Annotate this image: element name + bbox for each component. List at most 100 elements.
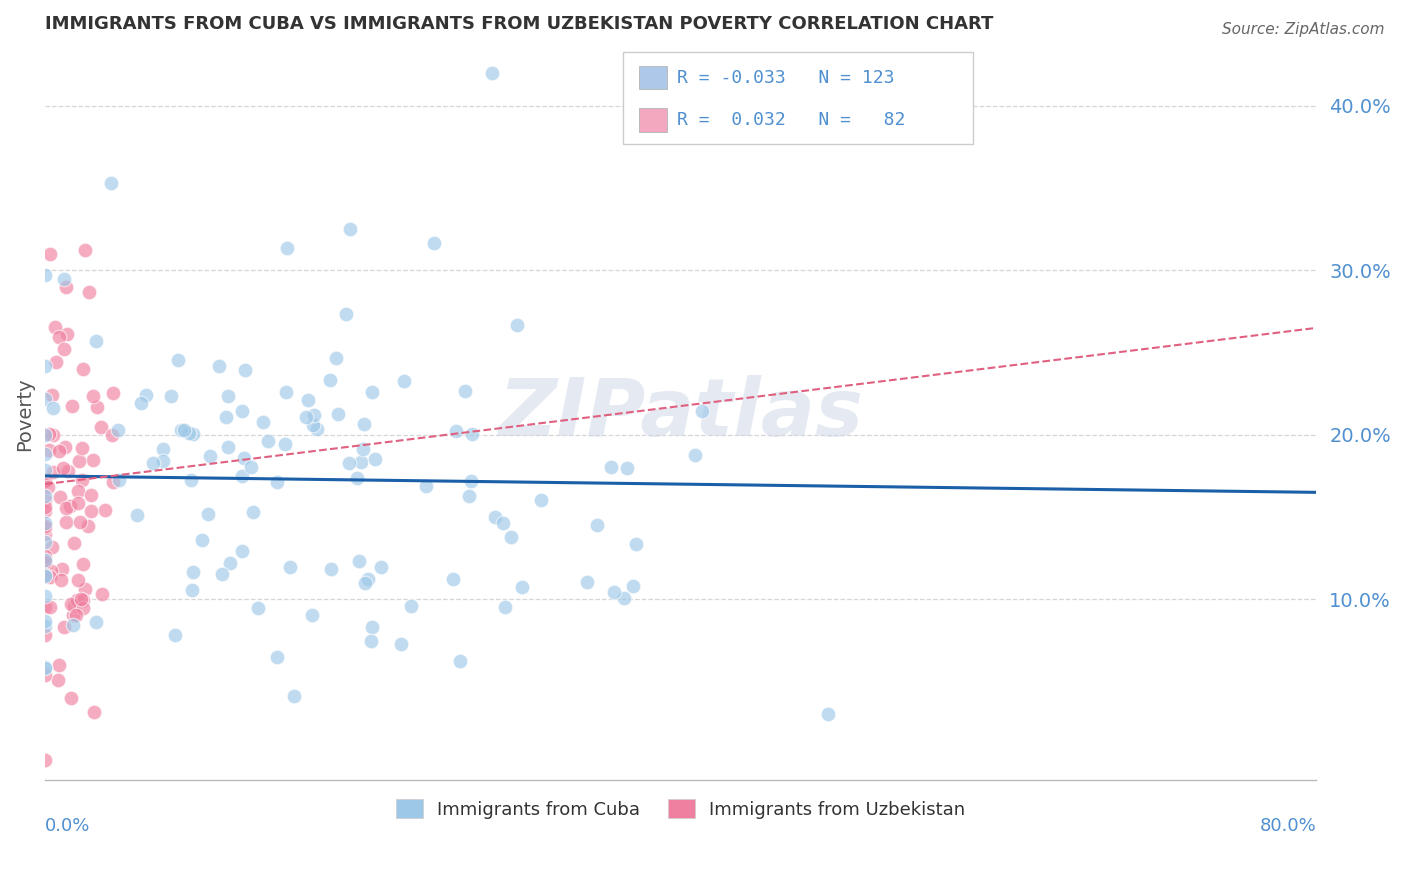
Point (252, 415, 274, 429)
Point (181, 565, 204, 579)
Point (34, 463, 56, 477)
Point (208, 359, 231, 373)
Point (307, 422, 329, 436)
FancyBboxPatch shape (623, 52, 973, 144)
Point (197, 507, 219, 521)
Point (34, 475, 56, 489)
Point (73, 243, 96, 257)
Point (34, 516, 56, 531)
Point (319, 373, 342, 387)
Point (34, 549, 56, 564)
Point (360, 384, 382, 399)
Point (34, 568, 56, 582)
Point (302, 417, 325, 432)
Point (39, 564, 62, 578)
Point (34, 534, 56, 549)
Point (34, 473, 56, 487)
Point (215, 410, 238, 425)
Point (53, 440, 76, 454)
Point (59, 499, 82, 513)
Point (129, 395, 152, 409)
Point (34, 614, 56, 628)
Point (441, 572, 464, 586)
Point (191, 533, 214, 548)
Point (34, 553, 56, 567)
Point (34, 661, 56, 675)
Point (586, 517, 609, 532)
Point (356, 572, 378, 586)
Point (295, 409, 318, 424)
Point (72, 558, 94, 572)
Point (181, 583, 204, 598)
Point (217, 388, 239, 402)
Point (231, 403, 253, 417)
Point (399, 599, 422, 614)
Point (135, 388, 157, 402)
Point (37, 568, 59, 582)
Point (83, 705, 105, 719)
Point (422, 235, 444, 250)
Point (48, 658, 70, 673)
Point (231, 543, 253, 558)
Point (352, 442, 374, 457)
Point (692, 404, 714, 418)
Point (52, 272, 75, 286)
Text: ZIPatlas: ZIPatlas (498, 376, 863, 453)
Point (72, 592, 94, 607)
Point (55, 279, 77, 293)
Point (34, 359, 56, 374)
Point (415, 479, 437, 493)
Point (34, 427, 56, 442)
Point (319, 562, 342, 576)
Point (101, 428, 124, 442)
Point (38, 427, 60, 442)
Point (499, 530, 522, 544)
Point (266, 649, 288, 664)
Point (42, 465, 65, 479)
Point (69, 516, 91, 530)
Point (278, 560, 301, 574)
Point (152, 442, 174, 456)
Point (339, 221, 361, 235)
Point (449, 654, 471, 668)
Point (603, 585, 626, 599)
Point (460, 427, 482, 442)
Point (90, 420, 112, 434)
Point (34, 569, 56, 583)
Point (58, 464, 80, 478)
Point (34, 268, 56, 283)
Point (38, 442, 60, 457)
Point (38, 599, 60, 614)
Point (600, 459, 623, 474)
Point (103, 475, 125, 490)
Point (240, 459, 263, 474)
Point (34, 628, 56, 642)
Point (76, 519, 98, 533)
Point (84, 615, 107, 629)
Point (60, 399, 83, 413)
Point (360, 634, 382, 648)
Point (34, 527, 56, 541)
Point (231, 469, 253, 483)
Point (169, 423, 191, 437)
Point (274, 385, 297, 400)
Point (363, 452, 385, 467)
Point (39, 247, 62, 261)
Point (198, 450, 221, 464)
Point (180, 473, 202, 487)
Point (576, 575, 599, 590)
Point (55, 515, 77, 529)
Point (65, 608, 87, 623)
Text: 80.0%: 80.0% (1260, 817, 1316, 835)
Point (73, 582, 96, 596)
Point (181, 427, 204, 442)
Point (302, 408, 325, 422)
Point (484, 510, 506, 524)
Point (67, 573, 90, 587)
Point (86, 401, 108, 415)
Point (46, 673, 69, 688)
Point (48, 330, 70, 344)
Point (458, 489, 481, 503)
Point (44, 320, 66, 334)
Text: R = -0.033   N = 123: R = -0.033 N = 123 (676, 69, 894, 87)
